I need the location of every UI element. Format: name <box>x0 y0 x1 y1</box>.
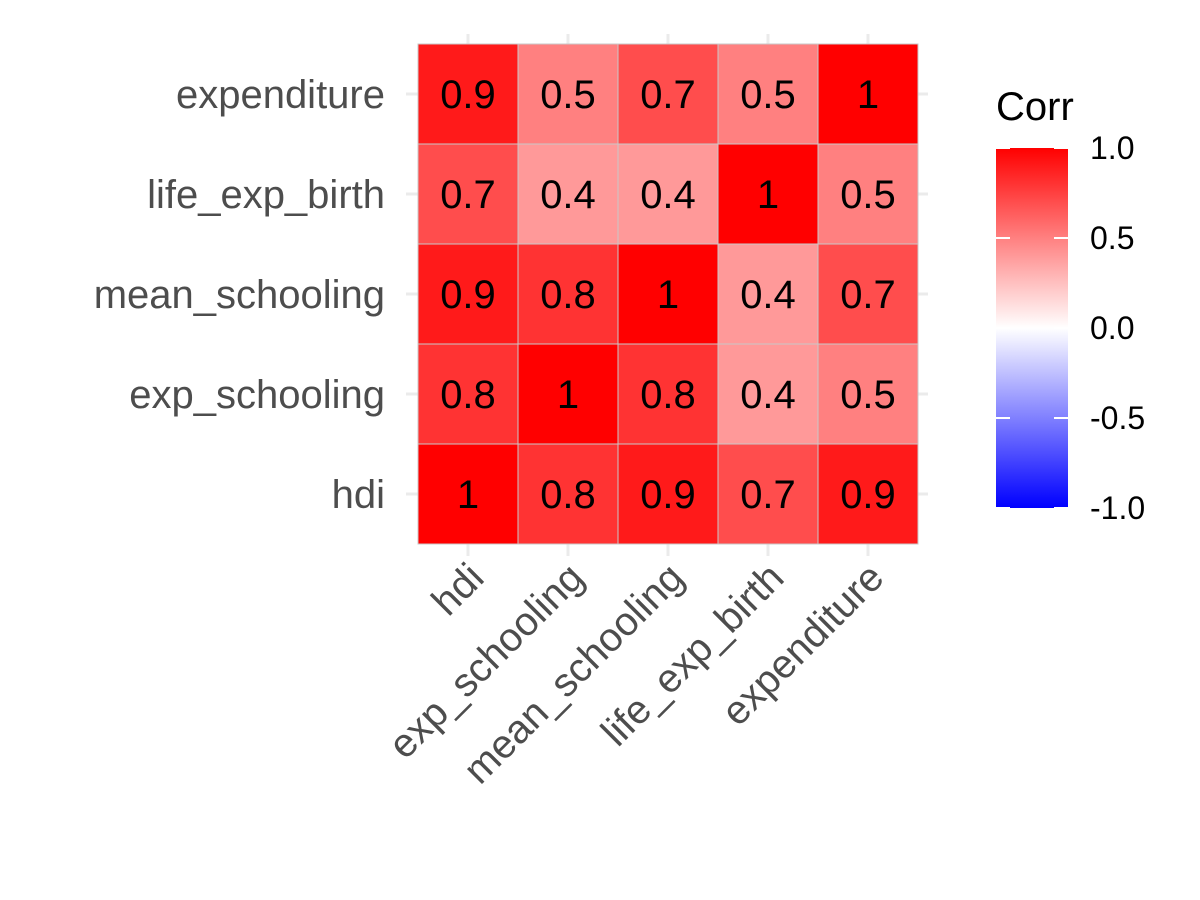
cell-value-label: 0.9 <box>640 473 696 517</box>
heatmap-cell <box>617 43 719 145</box>
heatmap-cell <box>417 143 519 245</box>
cell-value-label: 0.7 <box>440 173 496 217</box>
y-tick-label: mean_schooling <box>94 273 385 317</box>
y-tick-label: exp_schooling <box>129 373 385 417</box>
heatmap-cell <box>517 243 619 345</box>
cell-value-label: 1 <box>557 373 579 417</box>
heatmap-cell <box>417 43 519 145</box>
legend-tick-label: -0.5 <box>1090 400 1145 436</box>
heatmap-cell <box>817 443 919 545</box>
cell-value-label: 1 <box>857 73 879 117</box>
cell-value-label: 0.4 <box>740 273 796 317</box>
cell-value-label: 0.5 <box>740 73 796 117</box>
heatmap-cells <box>417 43 919 545</box>
cell-labels: 1 0.8 0.9 0.7 0.9 0.8 1 0.8 0.4 0.5 0.9 0.8 1 0.4 0.7 0… <box>440 73 896 517</box>
legend-title: Corr <box>996 85 1074 129</box>
x-tick-label: hdi <box>423 555 492 624</box>
heatmap-cell <box>617 443 719 545</box>
cell-value-label: 0.7 <box>840 273 896 317</box>
heatmap-cell <box>517 443 619 545</box>
cell-value-label: 0.9 <box>440 73 496 117</box>
cell-value-label: 0.4 <box>640 173 696 217</box>
cell-value-label: 0.7 <box>740 473 796 517</box>
heatmap-cell <box>717 43 819 145</box>
heatmap-cell <box>417 343 519 445</box>
y-axis-tick-labels: hdi exp_schooling mean_schooling life_exp_b… <box>94 73 385 517</box>
cell-value-label: 1 <box>657 273 679 317</box>
legend-tick-label: 0.5 <box>1090 220 1134 256</box>
cell-value-label: 0.4 <box>540 173 596 217</box>
heatmap-cell <box>517 343 619 445</box>
y-tick-label: life_exp_birth <box>147 173 385 217</box>
cell-value-label: 0.8 <box>540 473 596 517</box>
legend-tick-label: 0.0 <box>1090 310 1134 346</box>
heatmap-cell <box>817 143 919 245</box>
cell-value-label: 0.5 <box>840 173 896 217</box>
color-legend: Corr 1.0 0.5 0.0 -0.5 -1.0 <box>996 85 1145 526</box>
x-axis-tick-labels: hdiexp_schoolingmean_schoolinglife_exp_b… <box>380 555 892 792</box>
cell-value-label: 0.8 <box>640 373 696 417</box>
legend-tick-label: 1.0 <box>1090 130 1134 166</box>
y-tick-label: hdi <box>332 473 385 517</box>
heatmap-cell <box>617 343 719 445</box>
cell-value-label: 0.4 <box>740 373 796 417</box>
heatmap-cell <box>717 343 819 445</box>
cell-value-label: 0.7 <box>640 73 696 117</box>
heatmap-cell <box>617 243 719 345</box>
y-tick-label: expenditure <box>176 73 385 117</box>
legend-tick-label: -1.0 <box>1090 490 1145 526</box>
cell-value-label: 0.9 <box>440 273 496 317</box>
cell-value-label: 0.8 <box>540 273 596 317</box>
cell-value-label: 0.8 <box>440 373 496 417</box>
heatmap-cell <box>817 43 919 145</box>
cell-value-label: 1 <box>457 473 479 517</box>
heatmap-cell <box>517 143 619 245</box>
cell-value-label: 0.5 <box>840 373 896 417</box>
cell-value-label: 0.9 <box>840 473 896 517</box>
heatmap-cell <box>717 143 819 245</box>
heatmap-cell <box>717 443 819 545</box>
heatmap-cell <box>517 43 619 145</box>
heatmap-cell <box>817 343 919 445</box>
cell-value-label: 1 <box>757 173 779 217</box>
heatmap-cell <box>417 243 519 345</box>
cell-value-label: 0.5 <box>540 73 596 117</box>
